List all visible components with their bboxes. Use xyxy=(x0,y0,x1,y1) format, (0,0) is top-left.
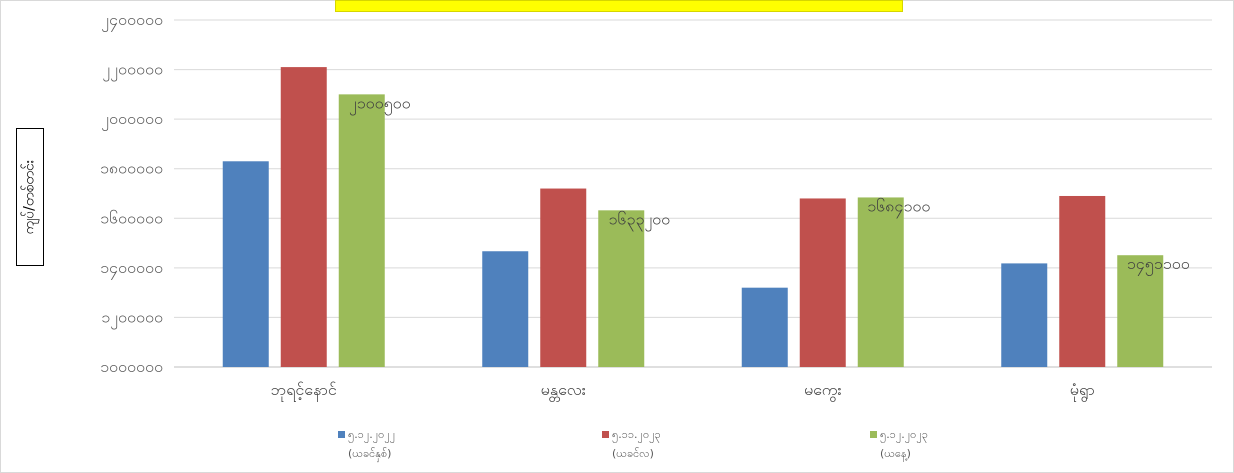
bar xyxy=(857,197,904,367)
category-label: ဘုရင့်နောင် xyxy=(271,380,337,402)
bar xyxy=(741,287,788,367)
bar xyxy=(799,198,846,367)
legend-label: (ယခင်လ) xyxy=(612,447,654,460)
y-tick-label: ၂၀၀၀၀၀၀ xyxy=(101,109,163,131)
bar xyxy=(280,67,327,367)
bar xyxy=(1117,255,1164,367)
category-label: မန္တလေး xyxy=(541,380,586,402)
legend-swatch xyxy=(338,431,345,438)
bar xyxy=(1001,263,1048,367)
data-label: ၂၁၀၀၅၀၀ xyxy=(349,93,411,115)
legend-label: ၅.၁၂.၂၀၂၃ xyxy=(880,428,928,443)
bar xyxy=(1059,195,1106,367)
category-label: မုံရွာ xyxy=(1070,380,1095,402)
title-highlight xyxy=(335,0,903,12)
data-label: ၁၆၈၄၁၀၀ xyxy=(867,196,930,218)
bar xyxy=(540,188,587,367)
legend-label: ၅.၁၂.၂၀၂၂ xyxy=(348,428,395,443)
data-label: ၁၄၅၁၁၀၀ xyxy=(1127,254,1190,276)
bar xyxy=(222,161,269,367)
y-tick-label: ၁၆၀၀၀၀၀ xyxy=(100,208,163,227)
legend-swatch xyxy=(602,431,609,438)
bar xyxy=(338,94,385,367)
category-label: မကွေး xyxy=(804,380,842,402)
legend-label: ၅.၁၁.၂၀၂၃ xyxy=(612,428,661,443)
legend-label: (ယခင်နှစ်) xyxy=(348,447,391,462)
legend-label: (ယနေ့) xyxy=(880,447,911,462)
bar xyxy=(598,210,645,367)
y-tick-label: ၂၂၀၀၀၀၀ xyxy=(102,60,163,82)
y-tick-label: ၁၂၀၀၀၀၀ xyxy=(101,307,163,329)
y-tick-label: ၂၄၀၀၀၀၀ xyxy=(101,10,163,32)
y-axis-label-box: ကျပ်/တစ်တင်း xyxy=(16,128,44,266)
bar xyxy=(482,251,529,367)
y-tick-label: ၁၀၀၀၀၀၀ xyxy=(100,357,163,376)
legend-swatch xyxy=(870,431,877,438)
y-tick-label: ၁၄၀၀၀၀၀ xyxy=(100,258,163,280)
data-label: ၁၆၃၃၂၀၀ xyxy=(608,209,670,231)
y-axis-label: ကျပ်/တစ်တင်း xyxy=(21,159,38,235)
y-tick-label: ၁၈၀၀၀၀၀ xyxy=(100,159,163,178)
